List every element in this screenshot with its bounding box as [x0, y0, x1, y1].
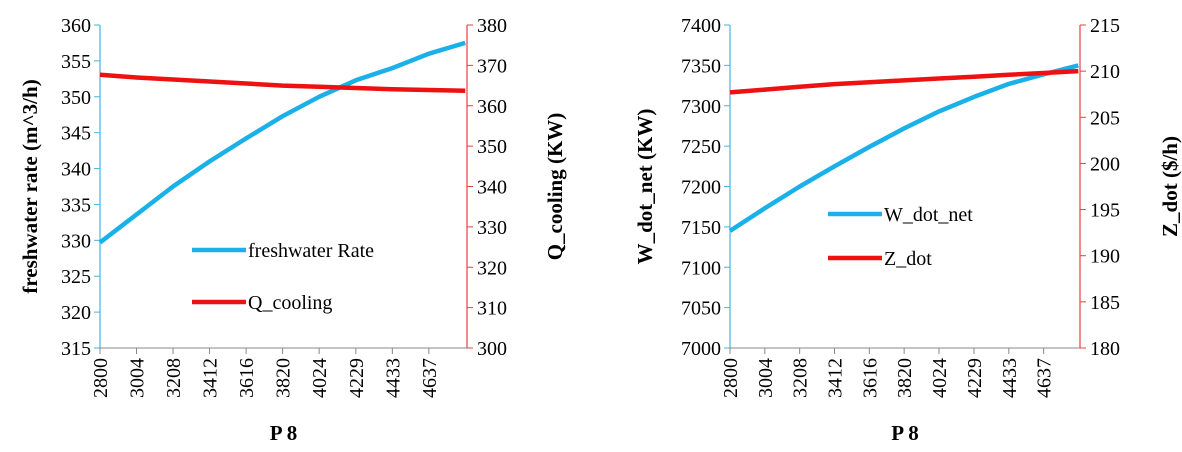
series-line-z-dot	[729, 68, 1079, 95]
legend: freshwater Rate Q_cooling	[192, 240, 374, 314]
x-tick-label: 3208	[790, 358, 812, 398]
right-y-tick-label: 330	[477, 217, 507, 239]
x-tick-label: 4024	[929, 358, 951, 398]
right-y-tick-label: 320	[477, 257, 507, 279]
x-tick-label: 3208	[163, 358, 185, 398]
right-y-tick-label: 350	[477, 136, 507, 158]
left-y-axis-title: W_dot_net (KW)	[633, 109, 657, 265]
x-tick-label: 3820	[273, 358, 295, 398]
legend-label: Z_dot	[884, 248, 932, 270]
left-y-tick-label: 7200	[681, 177, 721, 199]
series-line-w-dot-net	[728, 63, 1079, 233]
legend-label: Q_cooling	[248, 292, 332, 314]
x-tick-label: 4024	[309, 358, 331, 398]
left-y-tick-label: 7250	[681, 136, 721, 158]
left-y-tick-label: 7150	[681, 217, 721, 239]
right-y-tick-label: 180	[1090, 338, 1120, 360]
x-tick-label: 3412	[200, 358, 222, 398]
series-line-q-cooling	[99, 72, 466, 94]
left-y-tick-label: 7000	[681, 338, 721, 360]
chart-1: 315 320 325 330 335 340 345 350 355 360 300 310 320 3…	[18, 15, 567, 445]
x-tick-label: 3004	[755, 358, 777, 398]
x-tick-label: 3616	[859, 358, 881, 398]
x-axis-title: P 8	[270, 421, 297, 445]
x-tick-label: 3412	[824, 358, 846, 398]
right-y-tick-label: 210	[1090, 61, 1120, 83]
legend-label: freshwater Rate	[248, 240, 374, 262]
right-y-tick-label: 380	[477, 15, 507, 37]
right-y-axis-title: Z_dot ($/h)	[1158, 136, 1182, 237]
left-y-tick-label: 335	[61, 194, 91, 216]
right-y-tick-label: 310	[477, 298, 507, 320]
x-tick-label: 2800	[90, 358, 112, 398]
x-tick-label: 4637	[419, 358, 441, 398]
left-y-tick-label: 7100	[681, 257, 721, 279]
left-y-tick-label: 7350	[681, 55, 721, 77]
left-y-tick-label: 7300	[681, 96, 721, 118]
right-y-tick-label: 370	[477, 55, 507, 77]
x-tick-label: 4229	[346, 358, 368, 398]
legend-label: W_dot_net	[884, 204, 973, 226]
left-y-tick-label: 340	[61, 159, 91, 181]
right-y-tick-label: 190	[1090, 246, 1120, 268]
right-y-tick-label: 200	[1090, 153, 1120, 175]
x-tick-label: 4637	[1034, 358, 1056, 398]
left-y-tick-label: 320	[61, 302, 91, 324]
left-y-tick-label: 350	[61, 87, 91, 109]
legend: W_dot_net Z_dot	[828, 204, 973, 270]
x-tick-label: 3004	[127, 358, 149, 398]
x-tick-label: 3820	[894, 358, 916, 398]
x-axis-title: P 8	[891, 421, 918, 445]
left-y-tick-label: 7400	[681, 15, 721, 37]
series-line-freshwater-rate	[98, 40, 466, 245]
x-tick-label: 4433	[999, 358, 1021, 398]
left-y-tick-label: 330	[61, 230, 91, 252]
x-tick-label: 3616	[236, 358, 258, 398]
x-tick-label: 4229	[964, 358, 986, 398]
left-y-tick-label: 360	[61, 15, 91, 37]
left-y-tick-label: 345	[61, 123, 91, 145]
right-y-tick-label: 185	[1090, 292, 1120, 314]
left-y-axis-title: freshwater rate (m^3/h)	[18, 79, 42, 293]
left-y-tick-label: 315	[61, 338, 91, 360]
right-y-tick-label: 300	[477, 338, 507, 360]
left-y-tick-label: 7050	[681, 298, 721, 320]
chart-2: 7000 7050 7100 7150 7200 7250 7300 7350 7400 180 1…	[633, 15, 1182, 445]
right-y-tick-label: 205	[1090, 107, 1120, 129]
left-y-tick-label: 355	[61, 51, 91, 73]
right-y-tick-label: 215	[1090, 15, 1120, 37]
x-tick-label: 4433	[382, 358, 404, 398]
right-y-axis-title: Q_cooling (KW)	[543, 113, 567, 261]
right-y-tick-label: 195	[1090, 200, 1120, 222]
x-tick-label: 2800	[720, 358, 742, 398]
right-y-tick-label: 360	[477, 96, 507, 118]
right-y-tick-label: 340	[477, 177, 507, 199]
left-y-tick-label: 325	[61, 266, 91, 288]
